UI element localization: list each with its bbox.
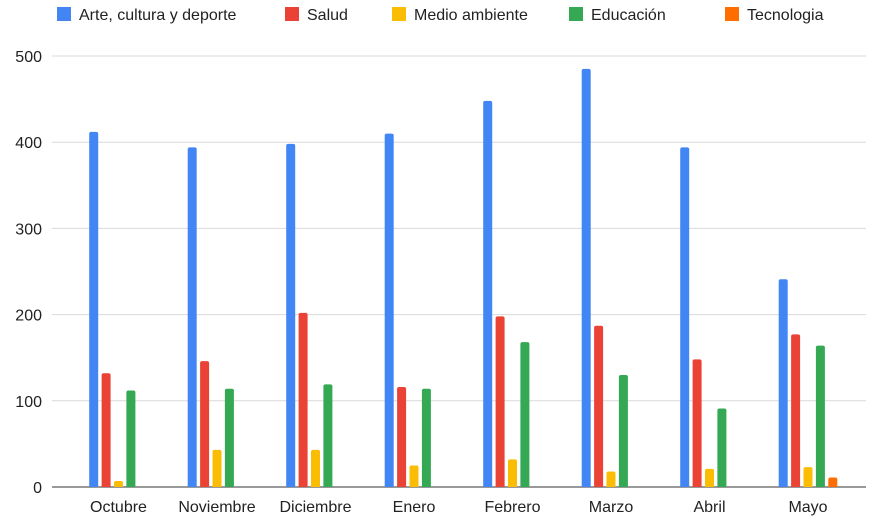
legend-item: Salud	[285, 7, 348, 24]
bar	[114, 480, 123, 487]
y-tick-label: 500	[15, 49, 42, 66]
bar	[618, 374, 628, 487]
bar	[409, 465, 419, 487]
legend-swatch	[725, 7, 739, 21]
bar	[311, 449, 320, 487]
chart-gridlines	[52, 55, 866, 488]
bar	[421, 388, 431, 487]
bar	[828, 477, 838, 487]
x-tick-label: Enero	[393, 499, 436, 516]
bar	[680, 147, 690, 487]
bar	[508, 459, 517, 487]
y-tick-label: 200	[15, 308, 42, 325]
bar	[803, 467, 813, 487]
bar	[212, 449, 222, 487]
legend-swatch	[392, 7, 406, 21]
chart-legend: Arte, cultura y deporte Salud Medio ambien…	[57, 7, 824, 24]
y-tick-label: 0	[33, 480, 42, 497]
bar	[298, 312, 308, 487]
bar	[101, 373, 111, 487]
bar	[224, 388, 234, 487]
bar	[791, 334, 801, 487]
bar	[89, 131, 99, 487]
bar	[323, 384, 333, 487]
legend-label: Medio ambiente	[414, 7, 528, 24]
x-axis: Octubre Noviembre Diciembre Enero Febrero Mar…	[90, 499, 828, 516]
y-tick-label: 400	[15, 135, 42, 152]
x-tick-label: Abril	[693, 499, 725, 516]
bar	[606, 471, 616, 487]
legend-label: Salud	[307, 7, 348, 24]
bar	[778, 279, 788, 487]
bar	[495, 316, 505, 487]
legend-item: Tecnologia	[725, 7, 824, 24]
x-tick-label: Marzo	[589, 499, 634, 516]
bar	[520, 342, 530, 487]
bar	[483, 100, 493, 487]
legend-item: Educación	[569, 7, 666, 24]
x-tick-label: Diciembre	[279, 499, 351, 516]
bar	[200, 361, 210, 487]
legend-label: Educación	[591, 7, 666, 24]
bar	[692, 359, 702, 487]
x-tick-label: Octubre	[90, 499, 147, 516]
chart-bars	[89, 68, 838, 488]
bar	[286, 143, 296, 487]
bar	[717, 408, 727, 487]
bar	[397, 387, 407, 487]
legend-item: Medio ambiente	[392, 7, 528, 24]
legend-label: Tecnologia	[747, 7, 824, 24]
bar	[384, 133, 394, 487]
bar	[705, 468, 714, 487]
x-tick-label: Mayo	[788, 499, 827, 516]
y-tick-label: 300	[15, 221, 42, 238]
bar	[187, 147, 197, 487]
bar	[815, 345, 825, 487]
legend-swatch	[569, 7, 583, 21]
x-tick-label: Febrero	[484, 499, 540, 516]
y-tick-label: 100	[15, 394, 42, 411]
bar	[594, 325, 604, 487]
legend-item: Arte, cultura y deporte	[57, 7, 237, 24]
x-tick-label: Noviembre	[178, 499, 255, 516]
legend-label: Arte, cultura y deporte	[79, 7, 237, 24]
legend-swatch	[285, 7, 299, 21]
y-axis: 0 100 200 300 400 500	[15, 49, 42, 497]
bar	[581, 68, 591, 488]
legend-swatch	[57, 7, 71, 21]
bar	[126, 390, 136, 487]
